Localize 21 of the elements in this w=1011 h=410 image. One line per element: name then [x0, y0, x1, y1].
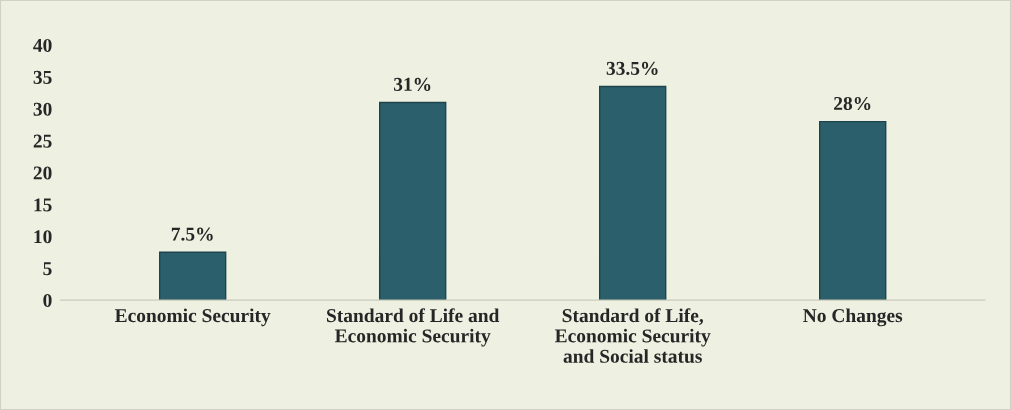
y-tick-label: 35 [33, 70, 52, 84]
y-tick-label: 20 [33, 166, 52, 180]
data-label: 28% [834, 96, 871, 111]
x-tick-label: No Changes [803, 308, 903, 327]
x-tick-label: Standard of Life, Economic Security and Social status [554, 308, 711, 363]
x-tick-label: Economic Security [114, 308, 271, 327]
bar [158, 251, 227, 301]
y-tick-label: 40 [33, 38, 52, 53]
y-tick-label: 25 [33, 134, 52, 148]
data-label: 7.5% [171, 227, 213, 241]
y-tick-label: 0 [43, 293, 52, 308]
bar [378, 101, 447, 301]
y-tick-label: 30 [33, 102, 52, 116]
bar [598, 85, 667, 301]
y-tick-label: 15 [34, 198, 52, 212]
x-tick-label: Standard of Life and Economic Security [327, 308, 500, 347]
bar [819, 120, 887, 301]
data-label: 33.5% [606, 61, 658, 76]
y-tick-label: 10 [34, 230, 52, 244]
data-label: 31% [393, 77, 431, 91]
y-tick-label: 5 [43, 262, 52, 276]
